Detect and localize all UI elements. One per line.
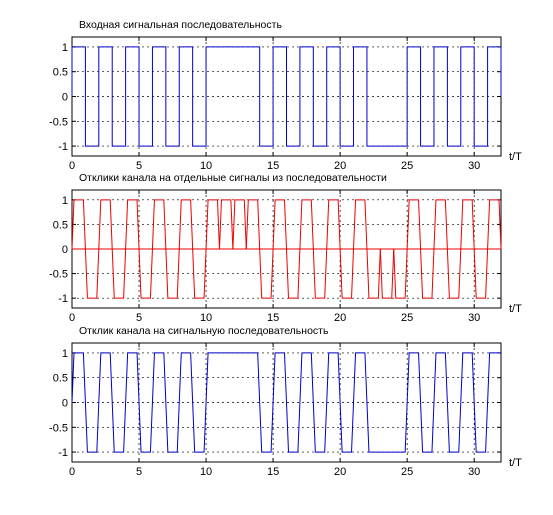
y-tick-label: -1 (58, 293, 68, 305)
x-tick-label: 0 (69, 312, 75, 324)
pulse-response (366, 248, 381, 299)
pulse-response (205, 199, 220, 250)
x-tick-label: 25 (401, 312, 413, 324)
x-tick-label: 10 (200, 312, 212, 324)
pulse-response (487, 199, 502, 250)
chart-panel-3: 0 5 10 15 20 25 30 1 0.5 0 -0.5 -1 Отклик канала на … (49, 325, 522, 478)
x-axis-label: t/T (509, 457, 522, 469)
pulse-response (326, 199, 341, 250)
pulse-response (98, 199, 113, 250)
x-tick-label: 10 (200, 466, 212, 478)
chart-panel-1: 0 5 10 15 20 25 30 1 0.5 0 -0.5 -1 Входная сигнальна… (49, 19, 522, 172)
pulse-response (299, 199, 314, 250)
pulse-response (192, 248, 207, 299)
pulse-response (125, 199, 140, 250)
chart-title: Отклики канала на отдельные сигналы из п… (79, 172, 387, 184)
x-tick-label: 0 (69, 160, 75, 172)
x-axis-label: t/T (509, 303, 522, 315)
pulse-response (473, 248, 489, 299)
pulse-response (406, 199, 422, 250)
pulse-response (460, 199, 475, 250)
pulse-response (84, 248, 100, 299)
pulse-response (339, 248, 355, 299)
y-tick-label: -0.5 (49, 422, 68, 434)
x-tick-label: 15 (267, 160, 279, 172)
chart-title: Отклик канала на сигнальную последовател… (79, 325, 329, 337)
y-tick-label: 0 (62, 244, 68, 256)
pulse-response (286, 248, 301, 299)
chart-title: Входная сигнальная последовательность (79, 19, 282, 31)
pulse-response (71, 199, 86, 250)
x-tick-label: 15 (267, 312, 279, 324)
pulse-response (433, 199, 448, 250)
pulse-response (151, 199, 167, 250)
x-tick-label: 5 (136, 312, 142, 324)
y-tick-label: 0 (62, 398, 68, 410)
x-axis-label: t/T (509, 151, 522, 163)
y-tick-label: 1 (62, 42, 68, 54)
x-tick-label: 15 (267, 466, 279, 478)
pulse-response (218, 199, 234, 250)
pulse-response (446, 248, 462, 299)
y-tick-label: 0.5 (53, 219, 68, 231)
pulse-response (272, 199, 287, 250)
pulse-response (178, 199, 194, 250)
pulse-response (353, 199, 368, 250)
pulse-response (393, 248, 408, 299)
y-tick-label: -1 (58, 447, 68, 459)
y-tick-label: 0.5 (53, 373, 68, 385)
pulse-response (232, 199, 247, 250)
y-tick-label: -0.5 (49, 269, 68, 281)
pulse-response (420, 248, 435, 299)
pulse-response (259, 248, 274, 299)
x-tick-label: 5 (136, 160, 142, 172)
x-tick-label: 20 (334, 160, 346, 172)
y-tick-label: 1 (62, 348, 68, 360)
pulse-response (111, 248, 127, 299)
pulse-response (165, 248, 180, 299)
response-line (71, 352, 501, 453)
x-tick-label: 30 (468, 312, 480, 324)
x-tick-label: 10 (200, 160, 212, 172)
y-tick-label: 0 (62, 92, 68, 104)
y-tick-label: 0.5 (53, 67, 68, 79)
x-tick-label: 25 (401, 466, 413, 478)
x-tick-label: 20 (334, 466, 346, 478)
chart-panel-2: 0 5 10 15 20 25 30 1 0.5 0 -0.5 -1 Отклики канала на… (49, 172, 522, 324)
y-tick-label: 1 (62, 195, 68, 207)
pulse-response (138, 248, 153, 299)
pulse-response (245, 199, 261, 250)
x-tick-label: 30 (468, 466, 480, 478)
pulse-response (312, 248, 328, 299)
x-tick-label: 25 (401, 160, 413, 172)
x-tick-label: 30 (468, 160, 480, 172)
x-tick-label: 20 (334, 312, 346, 324)
pulse-response (379, 248, 395, 299)
y-tick-label: -0.5 (49, 116, 68, 128)
y-tick-label: -1 (58, 141, 68, 153)
signal-line (71, 46, 502, 147)
x-tick-label: 0 (69, 466, 75, 478)
x-tick-label: 5 (136, 466, 142, 478)
